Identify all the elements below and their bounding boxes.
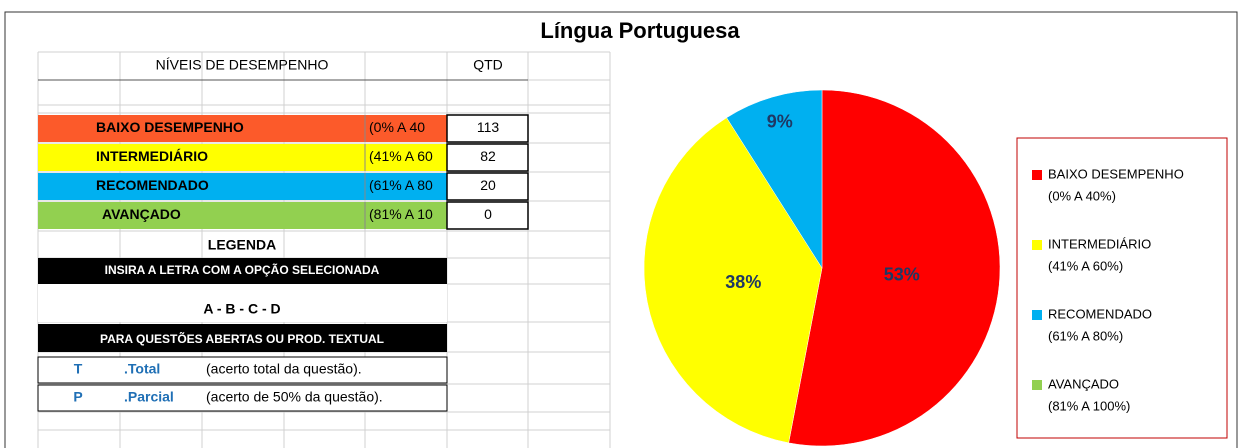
level-band	[38, 202, 447, 229]
value-label: 53%	[884, 264, 920, 284]
pie-slice	[643, 117, 823, 444]
legend-label: RECOMENDADO	[1048, 306, 1152, 321]
header: NÍVEIS DE DESEMPENHO	[156, 57, 329, 73]
legend-range: (0% A 40%)	[1048, 188, 1116, 203]
level-name: BAIXO DESEMPENHO	[96, 119, 244, 135]
pie-slice	[726, 89, 823, 269]
level-range: (81% A 10	[369, 206, 433, 222]
code-desc: (acerto de 50% da questão).	[206, 389, 383, 405]
code: T	[74, 361, 83, 377]
legend-range: (81% A 100%)	[1048, 398, 1130, 413]
legend-swatch	[1032, 310, 1042, 320]
value-label: 9%	[767, 111, 793, 131]
legend-box	[1016, 137, 1228, 439]
legend-swatch	[1032, 170, 1042, 180]
level-range: (41% A 60	[369, 148, 433, 164]
code-name: .Parcial	[124, 389, 174, 405]
legend-row	[37, 384, 448, 412]
white-cell	[38, 284, 447, 322]
qtd-cell	[446, 143, 529, 172]
black-bar	[38, 258, 447, 284]
level-name: INTERMEDIÁRIO	[96, 148, 208, 164]
legend-title: LEGENDA	[208, 237, 276, 253]
qtd-cell	[446, 114, 529, 143]
qtd-value: 82	[480, 148, 496, 164]
legend-swatch	[1032, 240, 1042, 250]
level-range: (0% A 40	[369, 119, 425, 135]
level-band	[38, 144, 447, 171]
level-band	[38, 115, 447, 142]
qtd-value: 0	[484, 206, 492, 222]
qtd-value: 20	[480, 177, 496, 193]
title: Língua Portuguesa	[540, 18, 740, 43]
legend-row	[37, 356, 448, 384]
level-name: RECOMENDADO	[96, 177, 209, 193]
code-name: .Total	[124, 361, 160, 377]
qtd-cell	[446, 201, 529, 230]
legend-label: BAIXO DESEMPENHO	[1048, 166, 1184, 181]
black-bar	[38, 324, 447, 352]
level-name: AVANÇADO	[102, 206, 181, 222]
open-questions: PARA QUESTÕES ABERTAS OU PROD. TEXTUAL	[100, 331, 384, 346]
legend-label: AVANÇADO	[1048, 376, 1119, 391]
legend-range: (41% A 60%)	[1048, 258, 1123, 273]
legend-label: INTERMEDIÁRIO	[1048, 236, 1151, 251]
value-label: 38%	[725, 272, 761, 292]
options: A - B - C - D	[203, 301, 280, 317]
legend-swatch	[1032, 380, 1042, 390]
legend-range: (61% A 80%)	[1048, 328, 1123, 343]
level-band	[38, 173, 447, 200]
qtd-value: 113	[477, 119, 500, 135]
header: QTD	[473, 57, 503, 73]
code-desc: (acerto total da questão).	[206, 361, 362, 377]
pie-slice	[788, 89, 1001, 447]
code: P	[73, 389, 82, 405]
instruction: INSIRA A LETRA COM A OPÇÃO SELECIONADA	[105, 262, 380, 277]
level-range: (61% A 80	[369, 177, 433, 193]
qtd-cell	[446, 172, 529, 201]
